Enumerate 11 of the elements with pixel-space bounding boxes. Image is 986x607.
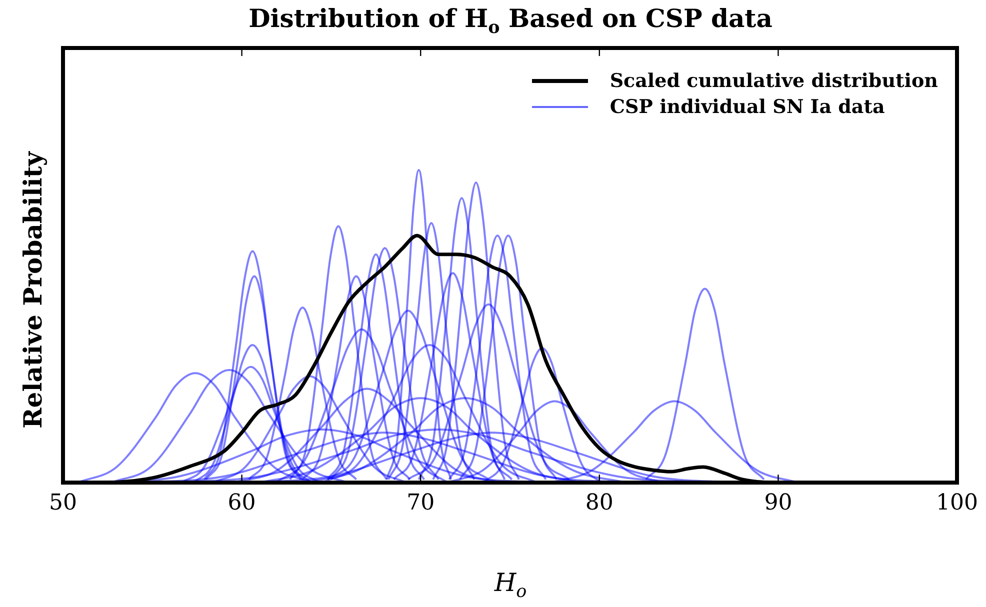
x-axis-title: H$_{o}$ [493, 568, 528, 602]
legend-label: CSP individual SN Ia data [610, 96, 885, 118]
x-tick-label: 90 [764, 490, 792, 516]
x-tick-label: 50 [49, 490, 77, 516]
chart-title: Distribution of H$_{o}$ Based on CSP data [248, 4, 774, 38]
x-tick-label: 60 [228, 490, 256, 516]
y-axis-title: Relative Probability [18, 152, 48, 428]
x-tick-label: 100 [936, 490, 978, 516]
x-tick-label: 80 [585, 490, 614, 516]
x-tick-label: 70 [406, 490, 435, 516]
legend-label: Scaled cumulative distribution [610, 70, 938, 92]
